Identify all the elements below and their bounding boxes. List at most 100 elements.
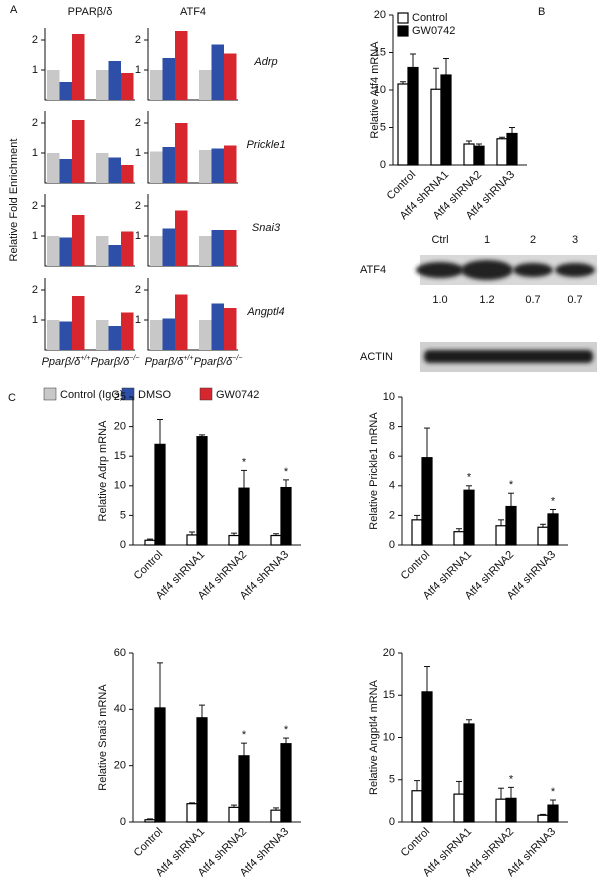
bar: [199, 320, 212, 350]
blot-band: [513, 263, 553, 277]
row-label: Angptl4: [246, 306, 284, 318]
y-tick-label: 60: [114, 647, 126, 659]
blot-band: [416, 262, 464, 278]
x-tick-label: Pparβ/δ+/+: [42, 355, 91, 368]
y-axis-label: Relative Angptl4 mRNA: [368, 679, 380, 795]
panel-label: A: [10, 4, 18, 16]
y-tick-label: 2: [135, 284, 141, 296]
bar: [211, 230, 224, 266]
bar: [72, 296, 85, 350]
y-tick-label: 2: [32, 200, 38, 212]
bar: [154, 707, 166, 823]
lane-label: Ctrl: [431, 234, 448, 246]
bar: [440, 74, 452, 166]
bar: [186, 534, 198, 546]
bar: [175, 210, 188, 266]
lane-label: 1: [484, 234, 490, 246]
legend-swatch: [43, 387, 57, 401]
bar: [96, 320, 109, 350]
significance: *: [551, 495, 556, 507]
bar: [411, 790, 423, 823]
bar: [108, 326, 121, 350]
legend-label: GW0742: [216, 389, 259, 401]
legend-label: Control (IgG): [60, 389, 124, 401]
bar: [121, 165, 134, 183]
bar: [196, 717, 208, 823]
bar: [463, 143, 475, 166]
y-tick-label: 0: [389, 539, 395, 551]
bar: [150, 70, 163, 100]
y-tick-label: 2: [389, 509, 395, 521]
legend-swatch: [199, 387, 213, 401]
legend-swatch: [397, 12, 409, 24]
y-tick-label: 20: [114, 421, 126, 433]
panel-label: C: [8, 392, 16, 404]
bar: [473, 145, 485, 166]
bar: [397, 83, 409, 166]
bar: [506, 132, 518, 166]
bar: [150, 151, 163, 183]
label-sup: +/+: [80, 355, 90, 362]
bar: [496, 138, 508, 166]
y-tick-label: 1: [135, 147, 141, 159]
quantification: 0.7: [525, 294, 540, 306]
bar: [421, 457, 433, 546]
bar: [211, 148, 224, 183]
y-tick-label: 10: [374, 84, 386, 96]
blot-band: [555, 263, 595, 277]
bar: [547, 804, 559, 823]
column-title: PPARβ/δ: [68, 6, 113, 18]
y-tick-label: 1: [32, 230, 38, 242]
bar: [59, 321, 72, 350]
bar: [211, 44, 224, 100]
y-tick-label: 5: [380, 121, 386, 133]
bar: [463, 489, 475, 546]
bar: [224, 145, 237, 183]
bar: [407, 66, 419, 166]
y-tick-label: 5: [120, 509, 126, 521]
bar: [224, 230, 237, 266]
bar: [411, 519, 423, 546]
y-tick-label: 15: [383, 689, 395, 701]
bar: [47, 153, 60, 183]
bar: [162, 147, 175, 183]
y-tick-label: 2: [32, 117, 38, 129]
y-tick-label: 20: [374, 9, 386, 21]
label-base: Pparβ/δ: [194, 356, 234, 368]
label-base: Pparβ/δ: [42, 356, 82, 368]
bar: [270, 809, 282, 823]
bar: [96, 70, 109, 100]
y-tick-label: 4: [389, 480, 395, 492]
legend-swatch: [397, 25, 409, 37]
bar: [228, 806, 240, 823]
y-tick-label: 10: [114, 480, 126, 492]
bar: [59, 82, 72, 100]
bar: [199, 70, 212, 100]
y-tick-label: 2: [135, 34, 141, 46]
y-tick-label: 0: [389, 816, 395, 828]
bar: [108, 61, 121, 100]
y-tick-label: 1: [32, 64, 38, 76]
x-tick-label: Control: [132, 826, 166, 860]
y-tick-label: 6: [389, 450, 395, 462]
bar: [72, 34, 85, 100]
bar: [224, 308, 237, 350]
y-tick-label: 40: [114, 703, 126, 715]
legend-label: DMSO: [138, 389, 171, 401]
bar: [150, 236, 163, 266]
significance: *: [551, 786, 556, 798]
bar: [162, 228, 175, 266]
bar: [150, 320, 163, 350]
y-axis-label: Relative Fold Enrichment: [8, 139, 20, 262]
y-tick-label: 15: [374, 46, 386, 58]
y-axis-label: Relative Atf4 mRNA: [369, 41, 381, 139]
bar: [72, 215, 85, 266]
x-tick-label: Control: [399, 549, 433, 583]
bar: [537, 526, 549, 546]
bar: [144, 819, 156, 823]
significance: *: [467, 472, 472, 484]
bar: [72, 120, 85, 183]
significance: *: [242, 729, 247, 741]
row-label: Prickle1: [246, 139, 285, 151]
